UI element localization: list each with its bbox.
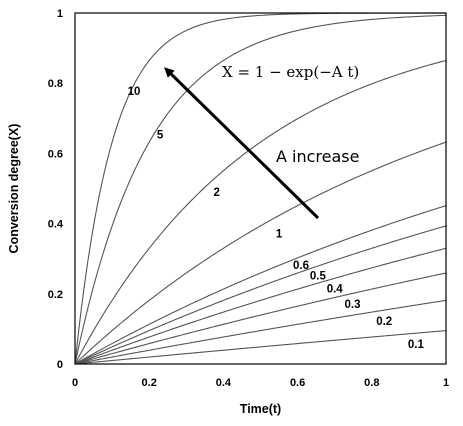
equation-annotation: X = 1 − exp(−A t) <box>222 63 359 81</box>
x-tick-label: 0.2 <box>142 377 157 389</box>
curve-label-0.1: 0.1 <box>408 339 425 351</box>
series-line-0.5 <box>74 225 447 365</box>
series-line-0.6 <box>74 205 447 365</box>
x-tick-label: 0.4 <box>216 377 232 389</box>
y-tick-label: 0.6 <box>48 148 63 160</box>
a-increase-annotation: A increase <box>276 147 359 166</box>
curve-label-1: 1 <box>276 229 283 241</box>
series-line-5 <box>74 14 447 365</box>
increase-arrow <box>164 67 320 220</box>
series-line-0.4 <box>74 247 447 365</box>
curve-label-0.2: 0.2 <box>376 316 392 328</box>
plot-frame <box>74 12 447 365</box>
x-tick-label: 0.6 <box>290 377 305 389</box>
tick-labels: 0 0.2 0.4 0.6 0.8 100.20.40.60.81 <box>48 8 449 389</box>
x-tick-label: 0 <box>72 377 78 389</box>
series-line-2 <box>74 59 447 365</box>
series-line-1 <box>74 141 447 365</box>
series-line-0.2 <box>74 299 447 365</box>
x-tick-label: 1 <box>443 377 449 389</box>
x-tick-label: 0.8 <box>364 377 379 389</box>
curve-label-0.5: 0.5 <box>310 270 327 282</box>
y-tick-label: 0.8 <box>48 78 63 90</box>
y-axis-title: Conversion degree(X) <box>7 124 21 254</box>
y-tick-label: 1 <box>57 8 63 20</box>
curve-label-0.4: 0.4 <box>327 283 344 295</box>
y-tick-label: 0.4 <box>48 219 64 231</box>
curve-labels: 0.1 0.2 0.30.40.50.6 1 2 5 10 <box>128 86 425 351</box>
x-axis-title: Time(t) <box>240 402 281 416</box>
series-line-0.1 <box>74 330 447 365</box>
series-line-0.3 <box>74 272 447 365</box>
curve-label-2: 2 <box>213 187 219 199</box>
curve-label-0.3: 0.3 <box>345 299 361 311</box>
y-tick-label: 0 <box>57 359 63 371</box>
curve-label-10: 10 <box>128 86 141 98</box>
y-tick-label: 0.2 <box>48 289 63 301</box>
curve-label-0.6: 0.6 <box>293 260 309 272</box>
curve-label-5: 5 <box>157 130 164 142</box>
